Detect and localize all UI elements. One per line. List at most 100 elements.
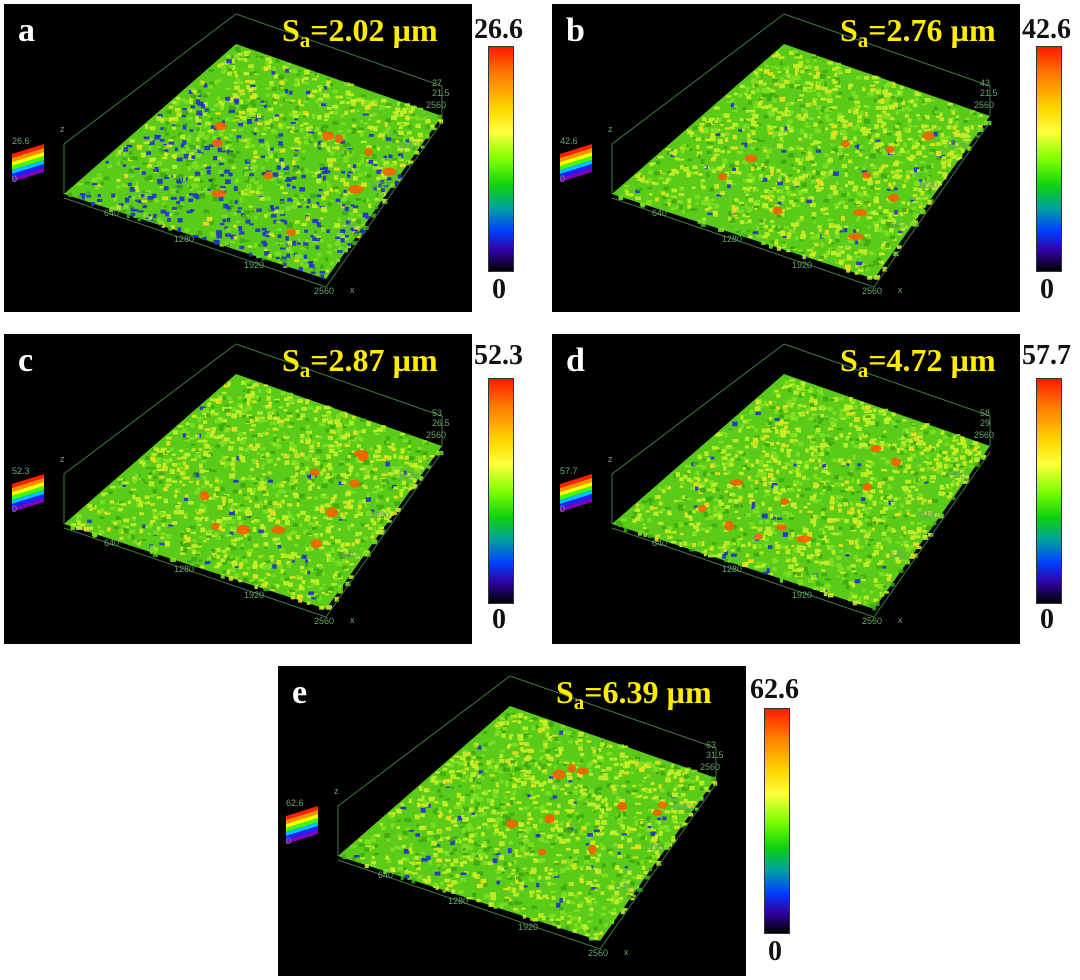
surface-texture [618, 50, 992, 280]
x-tick-label: 1920 [792, 590, 812, 600]
z-axis-letter: z [60, 124, 65, 134]
sa-value-e: Sa=6.39 µm [556, 674, 712, 714]
x-tick-label: 2560 [588, 948, 608, 958]
y-axis-line [873, 121, 991, 288]
x-axis-line [337, 859, 601, 950]
mini-legend [560, 474, 592, 512]
y-tick-label: 1920 [398, 140, 418, 150]
x-tick-label: 640 [378, 870, 393, 880]
mini-legend-max: 52.3 [12, 466, 30, 476]
colorbar-e [764, 708, 790, 934]
axis-frame [63, 13, 237, 194]
sa-value-b: Sa=2.76 µm [840, 12, 996, 52]
x-tick-label: 640 [104, 538, 119, 548]
mini-legend-min: 0 [560, 504, 565, 514]
z-tick-mid: 21.5 [432, 88, 450, 98]
colorbar-c [488, 378, 514, 604]
z-tick-mid: 26.5 [432, 418, 450, 428]
panel-label-b: b [566, 12, 585, 49]
x-tick-label: 2560 [314, 616, 334, 626]
surface-texture [68, 46, 444, 279]
y-tick-label: 2560 [426, 430, 446, 440]
mini-legend-max: 62.6 [286, 798, 304, 808]
surface-texture [342, 712, 718, 941]
axis-frame [235, 13, 443, 116]
x-axis-line [63, 527, 327, 618]
x-tick-label: 1920 [518, 922, 538, 932]
mini-legend-min: 0 [12, 174, 17, 184]
x-tick-label: 1280 [174, 234, 194, 244]
y-tick-label: 640 [890, 220, 905, 230]
y-tick-label: 640 [890, 550, 905, 560]
y-tick-label: 1280 [644, 842, 664, 852]
colorbar-d [1036, 378, 1062, 604]
sa-value-d: Sa=4.72 µm [840, 342, 996, 382]
sa-value-a: Sa=2.02 µm [282, 12, 438, 52]
panel-a: 26.6 0 z 27 21.5 2560 1920 1280 640 640 1280 1920 25… [4, 4, 472, 312]
y-tick-label: 2560 [700, 762, 720, 772]
x-tick-label: 1920 [244, 260, 264, 270]
mini-legend [12, 144, 44, 182]
x-tick-label: 1280 [174, 564, 194, 574]
y-axis-line [873, 451, 991, 618]
axis-frame [783, 343, 991, 446]
y-tick-label: 1920 [398, 470, 418, 480]
mini-legend [286, 806, 318, 844]
x-axis-letter: x [898, 615, 903, 625]
axis-frame [783, 13, 991, 116]
mini-legend [12, 474, 44, 512]
z-axis-letter: z [334, 786, 339, 796]
panel-label-d: d [566, 342, 585, 379]
z-tick-mid: 21.5 [980, 88, 998, 98]
panel-b: 42.6 0 z 43 21.5 2560 1920 1280 640 640 1280 1920 25… [552, 4, 1020, 312]
x-tick-label: 1920 [792, 260, 812, 270]
z-tick-top: 43 [980, 78, 990, 88]
z-tick-mid: 29 [980, 418, 990, 428]
x-axis-line [611, 197, 875, 288]
x-tick-label: 1280 [722, 234, 742, 244]
x-tick-label: 640 [652, 208, 667, 218]
colorbar-a [488, 46, 514, 272]
panel-e: 62.6 0 z 63 31.5 2560 1920 1280 640 640 1280 1920 25… [278, 666, 746, 976]
x-axis-letter: x [898, 285, 903, 295]
axis-frame [611, 13, 785, 194]
x-axis-letter: x [624, 947, 629, 957]
mini-legend-min: 0 [286, 836, 291, 846]
colorbar-min-a: 0 [492, 274, 506, 305]
colorbar-max-d: 57.7 [1022, 340, 1071, 371]
mini-legend-max: 57.7 [560, 466, 578, 476]
z-tick-top: 58 [980, 408, 990, 418]
y-tick-label: 1920 [672, 802, 692, 812]
surface-texture [615, 379, 987, 611]
colorbar-min-c: 0 [492, 604, 506, 635]
z-axis-letter: z [608, 124, 613, 134]
axis-frame [63, 343, 237, 524]
mini-legend-min: 0 [12, 504, 17, 514]
colorbar-max-a: 26.6 [474, 14, 523, 45]
colorbar-b [1036, 46, 1062, 272]
colorbar-max-b: 42.6 [1022, 14, 1071, 45]
mini-legend [560, 144, 592, 182]
y-tick-label: 640 [616, 882, 631, 892]
axis-frame [509, 675, 717, 778]
y-axis-line [599, 783, 717, 950]
y-tick-label: 2560 [426, 100, 446, 110]
x-axis-line [611, 527, 875, 618]
y-tick-label: 640 [342, 550, 357, 560]
y-tick-label: 640 [342, 220, 357, 230]
colorbar-min-e: 0 [768, 936, 782, 967]
y-tick-label: 1920 [946, 470, 966, 480]
x-tick-label: 2560 [314, 286, 334, 296]
y-tick-label: 1920 [946, 140, 966, 150]
colorbar-min-d: 0 [1040, 604, 1054, 635]
z-axis-letter: z [608, 454, 613, 464]
x-tick-label: 640 [104, 208, 119, 218]
x-tick-label: 2560 [862, 616, 882, 626]
axis-frame [611, 343, 785, 524]
colorbar-max-c: 52.3 [474, 340, 523, 371]
x-tick-label: 1920 [244, 590, 264, 600]
